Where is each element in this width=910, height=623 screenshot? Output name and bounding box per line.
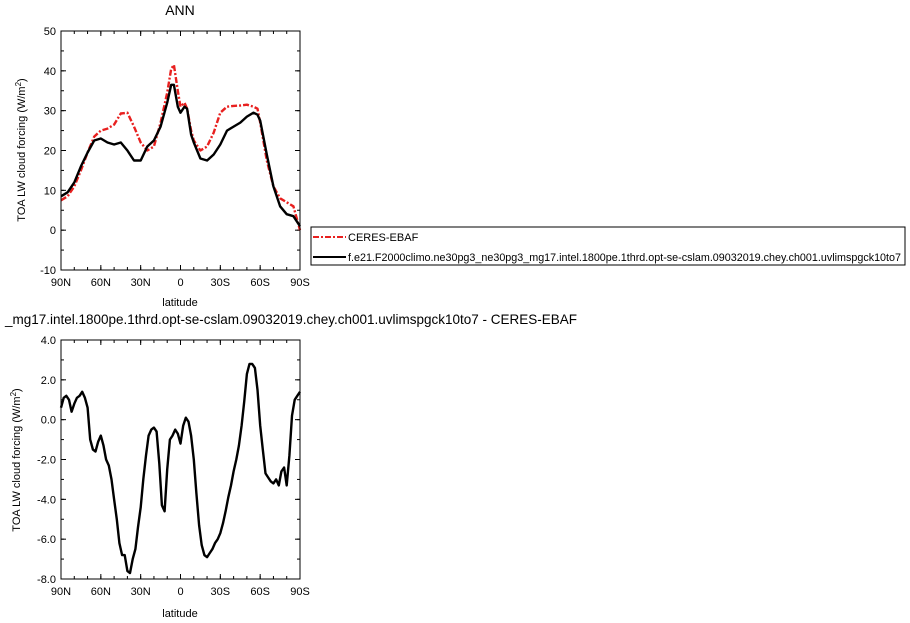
series-line-1 [60,83,302,227]
y-tick-label: 0 [50,225,56,237]
legend-box [310,226,906,266]
x-tick-label: 60S [250,277,270,289]
x-tick-label: 90N [51,277,71,289]
y-tick-label: -4.0 [37,494,56,506]
y-tick-label: 2.0 [41,375,56,387]
legend-label-model: f.e21.F2000climo.ne30pg3_ne30pg3_mg17.in… [348,252,901,264]
y-tick-label: -10 [40,265,56,277]
series-line-0 [60,63,302,231]
top-chart-title: ANN [165,2,195,18]
y-tick-label: 20 [44,146,56,158]
top-plot-area: -10 0 10 20 30 40 50 90N 60N 30N 0 30S 60S 90S [40,26,310,289]
y-tick-label: 40 [44,66,56,78]
bottom-chart-title: _mg17.intel.1800pe.1thrd.opt-se-cslam.09… [4,311,577,327]
bottom-x-axis-label: latitude [162,608,197,620]
bottom-y-axis-label: TOA LW cloud forcing (W/m2) [9,388,23,531]
x-tick-label: 30S [211,277,231,289]
x-tick-label: 60N [91,277,111,289]
legend-label-ceres-ebaf: CERES-EBAF [348,232,419,244]
legend: CERES-EBAF f.e21.F2000climo.ne30pg3_ne30… [310,226,906,266]
y-tick-label: 30 [44,106,56,118]
x-tick-label: 30N [131,586,151,598]
top-plot-frame [60,30,301,271]
y-tick-label: 4.0 [41,335,56,347]
x-tick-label: 60N [91,586,111,598]
x-tick-label: 90N [51,586,71,598]
bottom-plot-area: -8.0 -6.0 -4.0 -2.0 0.0 2.0 4.0 90N 60N 30N 0 30S 60… [37,335,310,598]
top-panel: ANN -10 0 10 20 30 40 50 90N 60N 30N 0 30S 60S 90S la… [14,2,906,309]
x-tick-label: 90S [290,277,310,289]
x-tick-label: 30N [131,277,151,289]
y-tick-label: -2.0 [37,455,56,467]
x-tick-label: 30S [211,586,231,598]
y-tick-label: -6.0 [37,534,56,546]
y-tick-label: -8.0 [37,574,56,586]
y-tick-label: 0.0 [41,415,56,427]
x-tick-label: 60S [250,586,270,598]
x-tick-label: 0 [177,277,183,289]
y-tick-label: 50 [44,26,56,38]
bottom-plot-frame [60,339,301,580]
bottom-panel: _mg17.intel.1800pe.1thrd.opt-se-cslam.09… [4,311,577,620]
y-tick-label: 10 [44,185,56,197]
top-y-axis-label: TOA LW cloud forcing (W/m2) [14,78,28,221]
series-line-0 [59,362,301,575]
x-tick-label: 0 [177,586,183,598]
top-x-axis-label: latitude [162,297,197,309]
x-tick-label: 90S [290,586,310,598]
